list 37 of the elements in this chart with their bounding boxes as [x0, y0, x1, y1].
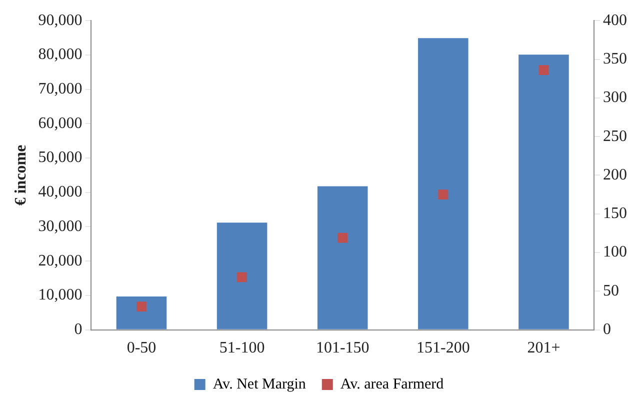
- x-tick-label: 0-50: [126, 340, 156, 357]
- y-tick-label: 20,000: [38, 252, 82, 270]
- y2-tick-label: 200: [603, 166, 627, 184]
- y2-tick-label: 300: [603, 89, 627, 106]
- y-axis-title: € income: [12, 144, 30, 206]
- x-tick-label: 201+: [527, 340, 560, 357]
- legend-label: Av. Net Margin: [212, 376, 306, 392]
- y2-tick-label: 250: [603, 128, 627, 145]
- x-tick-label: 101-150: [316, 340, 370, 357]
- y-tick-label: 90,000: [38, 12, 82, 29]
- y-tick-label: 0: [74, 321, 82, 338]
- x-tick-label: 51-100: [219, 340, 265, 357]
- legend-label: Av. area Farmerd: [340, 376, 444, 392]
- y-tick-label: 30,000: [38, 218, 82, 235]
- y2-tick-label: 150: [603, 205, 627, 222]
- bar: [216, 222, 268, 330]
- y-tick-label: 40,000: [38, 184, 82, 201]
- bar: [116, 296, 167, 330]
- y2-tick-label: 0: [603, 321, 611, 338]
- y-tick-label: 80,000: [38, 46, 82, 64]
- point: [338, 232, 348, 243]
- bar: [518, 54, 569, 330]
- y-tick-label: 10,000: [38, 286, 82, 304]
- y2-tick-label: 350: [603, 50, 627, 68]
- point: [237, 272, 247, 282]
- point: [136, 302, 146, 312]
- point: [538, 65, 549, 76]
- y-tick-label: 60,000: [38, 114, 82, 132]
- y-tick-label: 70,000: [38, 80, 82, 98]
- bar: [418, 38, 468, 330]
- y2-tick-label: 50: [603, 282, 619, 300]
- y-tick-label: 50,000: [38, 149, 82, 166]
- point: [438, 190, 448, 200]
- x-tick-label: 151-200: [416, 340, 470, 357]
- bar: [317, 186, 368, 330]
- y2-tick-label: 400: [603, 12, 627, 29]
- y2-tick-label: 100: [603, 244, 627, 261]
